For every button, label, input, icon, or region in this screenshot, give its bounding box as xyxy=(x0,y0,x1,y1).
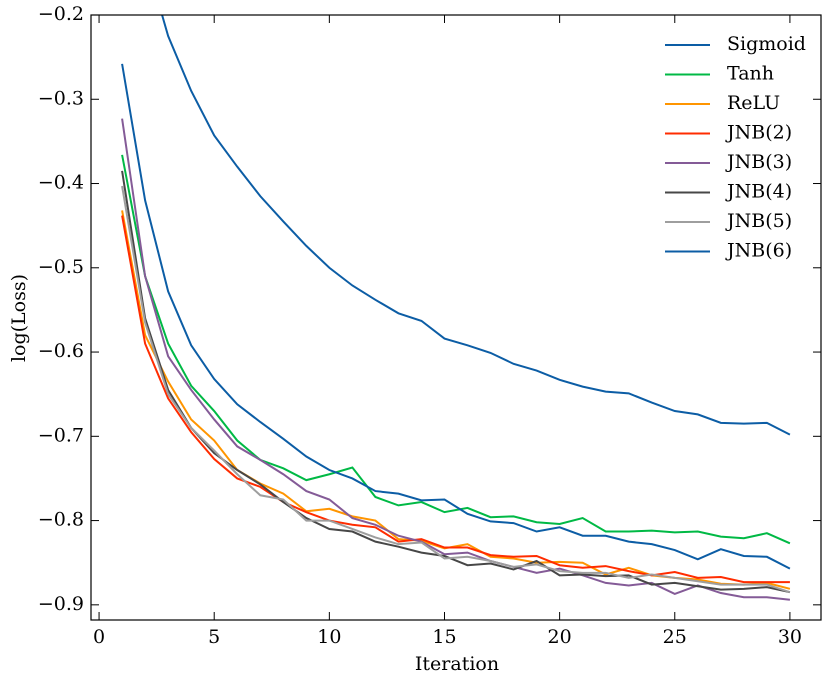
series-line xyxy=(121,154,791,545)
legend-label: JNB(5) xyxy=(725,210,792,232)
plot-area xyxy=(121,15,791,601)
y-axis-label: log(Loss) xyxy=(8,274,30,362)
legend-label: JNB(4) xyxy=(725,181,792,203)
legend-label: Sigmoid xyxy=(727,33,806,55)
x-tick-label: 5 xyxy=(208,626,220,648)
plot-frame xyxy=(90,14,822,621)
y-tick-label: −0.8 xyxy=(38,509,84,531)
x-axis-label: Iteration xyxy=(415,653,499,675)
y-tick-label: −0.9 xyxy=(38,593,84,615)
legend-label: JNB(6) xyxy=(725,240,792,262)
series-line xyxy=(121,118,791,601)
y-tick-label: −0.2 xyxy=(38,3,84,25)
series-line xyxy=(121,185,791,594)
x-tick-label: 15 xyxy=(432,626,456,648)
legend-label: JNB(2) xyxy=(725,122,792,144)
x-tick-label: 25 xyxy=(663,626,687,648)
legend-label: Tanh xyxy=(727,63,774,85)
series-line xyxy=(121,215,790,584)
series-line xyxy=(161,15,791,436)
x-tick-label: 0 xyxy=(93,626,105,648)
x-tick-label: 30 xyxy=(778,626,802,648)
y-tick-label: −0.3 xyxy=(38,87,84,109)
legend-label: JNB(3) xyxy=(725,151,792,173)
x-tick-label: 10 xyxy=(317,626,341,648)
series-line xyxy=(121,63,791,570)
x-tick-label: 20 xyxy=(548,626,572,648)
legend-label: ReLU xyxy=(727,92,780,114)
y-tick-label: −0.4 xyxy=(38,172,84,194)
series-line xyxy=(121,170,791,594)
y-tick-label: −0.6 xyxy=(38,340,84,362)
y-tick-label: −0.7 xyxy=(38,424,84,446)
y-tick-label: −0.5 xyxy=(38,256,84,278)
